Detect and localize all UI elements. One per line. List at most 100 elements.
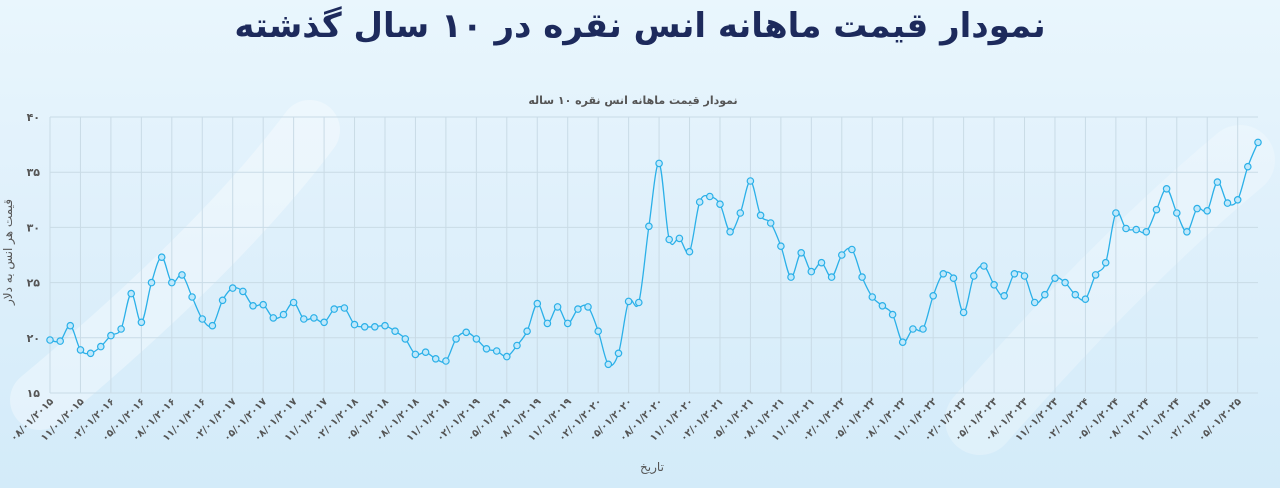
y-tick-label: ۳۵: [27, 166, 41, 179]
data-point: [604, 360, 613, 369]
data-point: [1152, 205, 1161, 214]
data-point: [1173, 209, 1181, 217]
data-point: [86, 349, 95, 358]
data-point: [695, 198, 704, 206]
data-point: [1213, 178, 1222, 186]
data-point: [1183, 228, 1191, 236]
data-point: [452, 335, 460, 343]
y-axis-ticks: ۱۵ ۲۰ ۲۵ ۳۰ ۳۵ ۴۰: [27, 111, 41, 400]
series-markers: [46, 138, 1262, 369]
data-point: [411, 350, 420, 359]
data-point: [553, 303, 562, 311]
data-point: [726, 228, 734, 236]
data-point: [584, 303, 592, 311]
data-point: [1193, 204, 1201, 213]
data-point: [1081, 295, 1090, 304]
data-point: [837, 251, 846, 259]
data-point: [259, 300, 268, 309]
data-point: [56, 337, 65, 345]
data-point: [492, 347, 501, 355]
data-point: [127, 289, 136, 298]
data-point: [360, 322, 369, 331]
data-point: [97, 342, 105, 351]
data-point: [533, 299, 542, 308]
data-point: [543, 319, 552, 328]
data-point: [797, 249, 806, 257]
y-tick-label: ۳۰: [27, 221, 40, 234]
data-point: [289, 298, 298, 307]
data-point: [1233, 196, 1242, 204]
y-axis-label: قیمت هر انس به دلار: [1, 199, 16, 306]
y-tick-label: ۱۵: [27, 387, 41, 400]
data-point: [137, 318, 146, 327]
decor-arc: [10, 100, 340, 430]
data-point: [178, 271, 186, 279]
data-point: [777, 242, 785, 251]
data-point: [1000, 291, 1009, 300]
data-point: [269, 314, 278, 322]
data-point: [513, 341, 521, 350]
data-point: [746, 177, 755, 185]
grid-lines: [49, 116, 1258, 394]
data-point: [157, 253, 166, 262]
data-point: [1132, 225, 1141, 234]
data-point: [594, 327, 603, 336]
data-point: [1030, 298, 1039, 307]
data-point: [1112, 209, 1120, 217]
data-point: [1041, 290, 1049, 299]
x-axis-label: تاریخ: [640, 460, 664, 475]
data-point: [523, 327, 531, 336]
data-point: [1020, 272, 1029, 280]
data-point: [310, 314, 318, 322]
data-point: [563, 319, 572, 328]
data-point: [249, 301, 257, 310]
decor-arc: [945, 125, 1275, 455]
data-point: [969, 272, 978, 280]
data-point: [1223, 199, 1232, 207]
data-point: [482, 344, 491, 353]
data-point: [391, 327, 399, 336]
data-point: [1071, 290, 1080, 299]
data-point: [675, 234, 684, 243]
data-point: [756, 211, 765, 220]
data-point: [401, 335, 410, 343]
data-point: [76, 346, 85, 354]
data-point: [208, 321, 217, 330]
data-point: [1244, 162, 1252, 171]
data-point: [980, 262, 988, 270]
data-point: [736, 209, 745, 217]
data-point: [1162, 185, 1171, 193]
data-point: [868, 293, 877, 301]
y-tick-label: ۲۵: [27, 277, 41, 290]
data-point: [198, 315, 207, 323]
x-axis-ticks: ۰۸/۰۱/۲۰۱۵۱۱/۰۱/۲۰۱۵۰۲/۰۱/۲۰۱۶۰۵/۰۱/۲۰۱۶…: [9, 396, 1244, 443]
data-point: [66, 321, 75, 330]
data-point: [827, 273, 836, 281]
data-point: [665, 235, 674, 244]
data-point: [1203, 207, 1212, 215]
data-point: [381, 321, 389, 330]
data-point: [431, 354, 440, 363]
data-point: [168, 278, 176, 287]
data-point: [1051, 274, 1059, 283]
data-point: [462, 328, 471, 337]
data-point: [370, 322, 379, 331]
data-point: [919, 325, 927, 333]
data-point: [929, 291, 938, 300]
data-point: [705, 192, 714, 201]
data-point: [888, 310, 897, 319]
data-point: [949, 274, 958, 283]
data-point: [898, 338, 907, 347]
data-point: [1061, 278, 1069, 287]
data-point: [878, 301, 887, 310]
data-point: [716, 200, 724, 209]
data-point: [634, 298, 643, 307]
data-point: [1122, 224, 1130, 233]
data-point: [1010, 269, 1019, 278]
data-point: [817, 258, 826, 267]
data-point: [645, 222, 653, 231]
data-point: [939, 269, 948, 278]
data-point: [909, 325, 917, 333]
page-title: نمودار قیمت ماهانه انس نقره در ۱۰ سال گذ…: [234, 6, 1046, 46]
